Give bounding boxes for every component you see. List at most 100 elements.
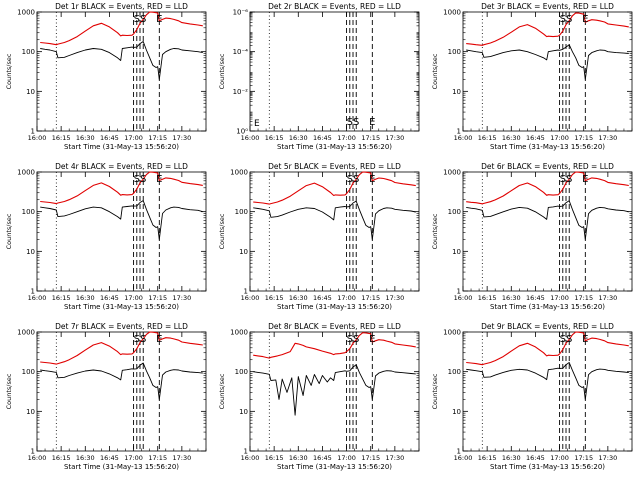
marker-label-s: S <box>347 117 353 128</box>
x-tick-label: 17:15 <box>148 294 167 302</box>
y-axis-label: Counts/sec <box>218 213 226 249</box>
x-tick-label: 17:00 <box>124 294 143 302</box>
x-tick-label: 17:00 <box>124 454 143 462</box>
x-tick-label: 16:15 <box>478 294 497 302</box>
y-tick-label: 100 <box>22 368 35 376</box>
series-lld-line <box>40 331 203 365</box>
x-tick-label: 16:15 <box>52 134 71 142</box>
detector-panel-3: Det 3r BLACK = Events, RED = LLD 1 10 100 10… <box>431 2 633 151</box>
marker-label-e: E <box>156 14 162 25</box>
plot-frame <box>249 331 420 452</box>
x-tick-label: 17:15 <box>361 294 380 302</box>
detector-panel-1: Det 1r BLACK = Events, RED = LLD 1 10 100 10… <box>5 2 207 151</box>
x-tick-label: 16:30 <box>502 454 521 462</box>
marker-label-e: E <box>156 334 162 345</box>
x-tick-label: 16:00 <box>241 294 260 302</box>
y-axis-label: Counts/sec <box>218 373 226 409</box>
marker-label-s: S <box>347 174 353 185</box>
x-tick-label: 16:45 <box>526 454 545 462</box>
x-tick-label: 16:15 <box>478 134 497 142</box>
x-tick-label: 16:15 <box>265 454 284 462</box>
plot-frame <box>36 11 207 132</box>
x-tick-label: 16:45 <box>100 294 119 302</box>
x-tick-label: 16:15 <box>52 294 71 302</box>
marker-label-s: S <box>134 334 140 345</box>
x-tick-label: 16:00 <box>454 454 473 462</box>
marker-label-s: S <box>566 174 572 185</box>
marker-label-s: S <box>560 334 566 345</box>
x-tick-label: 16:15 <box>478 454 497 462</box>
marker-label-s: S <box>134 14 140 25</box>
x-tick-label: 16:30 <box>502 134 521 142</box>
y-tick-label: 1 <box>457 448 461 456</box>
series-events-line <box>253 364 416 416</box>
y-tick-label: 10⁻⁶ <box>233 9 249 17</box>
marker-label-s: S <box>140 334 146 345</box>
x-axis-label: Start Time (31-May-13 15:56:20) <box>277 143 392 151</box>
series-lld-line <box>466 331 629 366</box>
y-tick-label: 1000 <box>443 329 461 337</box>
series-lld-line <box>40 171 203 205</box>
detector-panel-5: Det 5r BLACK = Events, RED = LLD 1 10 100 10… <box>218 162 420 311</box>
x-axis-label: Start Time (31-May-13 15:56:20) <box>490 143 605 151</box>
detector-panel-4: Det 4r BLACK = Events, RED = LLD 1 10 100 10… <box>5 162 207 311</box>
series-events-line <box>253 200 416 240</box>
x-tick-label: 17:00 <box>124 134 143 142</box>
x-tick-label: 17:00 <box>337 454 356 462</box>
x-tick-label: 16:30 <box>289 294 308 302</box>
x-tick-label: 16:30 <box>76 454 95 462</box>
marker-label-s: S <box>140 174 146 185</box>
x-tick-label: 17:15 <box>148 454 167 462</box>
x-tick-label: 17:00 <box>337 134 356 142</box>
y-tick-label: 10⁻² <box>233 88 249 96</box>
y-tick-label: 1 <box>31 288 35 296</box>
y-axis-label: Counts/sec <box>218 53 226 89</box>
marker-label-e: E <box>369 117 375 128</box>
marker-label-e: E <box>156 174 162 185</box>
y-tick-label: 1 <box>457 128 461 136</box>
y-tick-label: 100 <box>22 208 35 216</box>
x-tick-label: 17:15 <box>361 134 380 142</box>
plot-frame <box>36 171 207 292</box>
y-axis-label: Counts/sec <box>5 53 13 89</box>
x-tick-label: 16:00 <box>454 294 473 302</box>
panel-title: Det 7r BLACK = Events, RED = LLD <box>55 322 188 331</box>
x-axis-label: Start Time (31-May-13 15:56:20) <box>64 303 179 311</box>
marker-label-s: S <box>353 117 359 128</box>
y-tick-label: 1 <box>31 448 35 456</box>
marker-label-e: E <box>254 119 260 129</box>
x-tick-label: 16:00 <box>28 134 47 142</box>
series-events-line <box>40 41 203 80</box>
panel-title: Det 3r BLACK = Events, RED = LLD <box>481 2 614 11</box>
detector-panel-2: Det 2r BLACK = Events, RED = LLD 10⁰ 10⁻² 1… <box>218 2 420 151</box>
x-tick-label: 16:00 <box>454 134 473 142</box>
x-tick-label: 16:00 <box>28 294 47 302</box>
plot-frame <box>462 331 633 452</box>
detector-panel-9: Det 9r BLACK = Events, RED = LLD 1 10 100 10… <box>431 322 633 471</box>
marker-label-e: E <box>582 174 588 185</box>
x-tick-label: 16:30 <box>289 134 308 142</box>
x-tick-label: 17:30 <box>385 134 404 142</box>
marker-label-s: S <box>560 174 566 185</box>
y-axis-label: Counts/sec <box>5 213 13 249</box>
marker-label-e: E <box>369 174 375 185</box>
series-lld-line <box>466 171 629 205</box>
series-lld-line <box>466 12 629 46</box>
x-axis-label: Start Time (31-May-13 15:56:20) <box>490 463 605 471</box>
marker-label-s: S <box>353 334 359 345</box>
x-tick-label: 16:15 <box>265 134 284 142</box>
plot-frame <box>462 171 633 292</box>
series-events-line <box>466 44 629 80</box>
panel-title: Det 4r BLACK = Events, RED = LLD <box>55 162 188 171</box>
x-tick-label: 16:30 <box>76 134 95 142</box>
y-tick-label: 10 <box>452 248 461 256</box>
y-tick-label: 1000 <box>17 9 35 17</box>
x-tick-label: 16:15 <box>52 454 71 462</box>
series-events-line <box>40 200 203 240</box>
x-tick-label: 17:30 <box>172 294 191 302</box>
series-lld-line <box>253 332 416 359</box>
panel-title: Det 5r BLACK = Events, RED = LLD <box>268 162 401 171</box>
x-tick-label: 16:45 <box>526 294 545 302</box>
x-tick-label: 17:15 <box>574 294 593 302</box>
